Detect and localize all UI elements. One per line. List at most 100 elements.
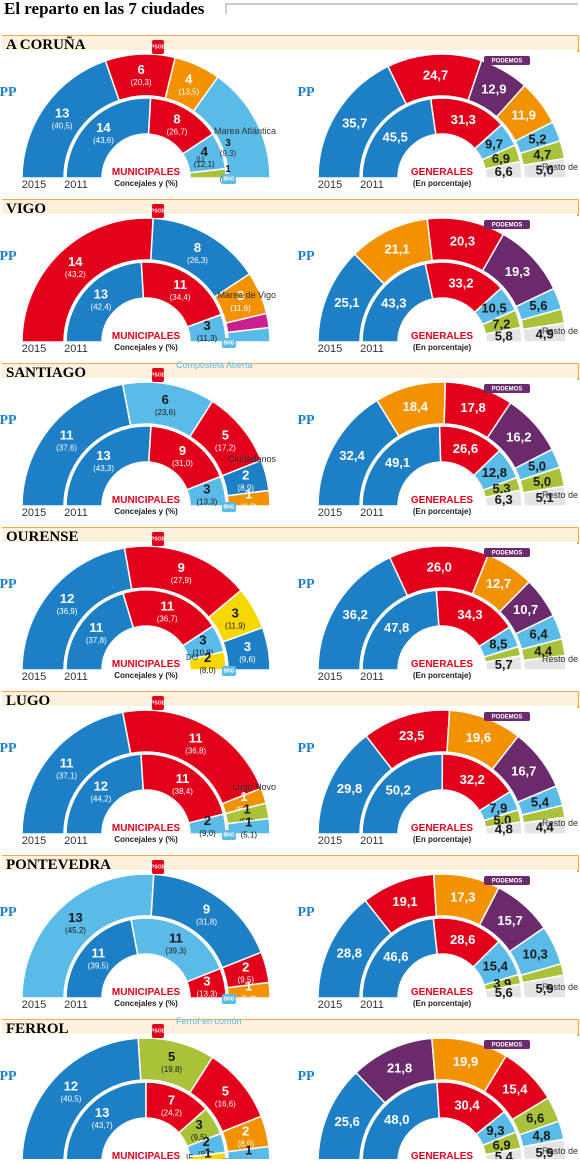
psoe-logo-text: PSOE — [151, 701, 166, 707]
generales-2011-value-pp: 46,6 — [383, 949, 408, 964]
municipales-2011-value-psoe: 11 — [176, 771, 190, 786]
psoe-logo-text: PSOE — [151, 865, 166, 871]
municipales-2011-pct-bng: (39,5) — [88, 961, 109, 970]
generales-2015-value-bng: 6,4 — [530, 627, 549, 642]
generales-title: GENERALES — [411, 495, 474, 506]
generales-2011-value-bng: 9,7 — [485, 137, 503, 152]
generales-2015-value-psoe: 17,8 — [460, 400, 485, 415]
generales-title: GENERALES — [411, 1151, 474, 1159]
municipales-title: MUNICIPALES — [112, 823, 180, 834]
municipales-2015-pct-bng: (5,1) — [241, 831, 258, 840]
year-2015: 2015 — [22, 671, 46, 683]
pp-logo: PP — [0, 577, 17, 592]
municipales-subtitle: Concejales y (%) — [114, 179, 178, 188]
municipales-2015-value-bng: 13 — [68, 910, 82, 925]
municipales-2011-pct-psoe: (38,4) — [172, 787, 193, 796]
generales-2015-value-iu: 5,0 — [533, 474, 551, 489]
generales-2011-value-psoe: 28,6 — [450, 932, 475, 947]
municipales-right-value: 3 — [225, 138, 231, 149]
generales-2011-value-resto: 5,7 — [495, 657, 513, 672]
generales-2015-value-pp: 28,8 — [337, 945, 362, 960]
municipales-2015-value-pp: 12 — [60, 591, 74, 606]
generales-2015-value-cs: 21,1 — [384, 242, 409, 257]
municipales-2011-value-bng: 11 — [91, 945, 105, 960]
generales-2015-value-cs: 18,4 — [403, 399, 429, 414]
municipales-2015-pct-psoe: (16,6) — [215, 1099, 236, 1108]
municipales-2015-pct-pp: (36,9) — [57, 607, 78, 616]
municipales-2011-value-pp: 11 — [169, 931, 183, 946]
municipales-2011-value-psoe: 7 — [168, 1092, 175, 1107]
podemos-logo-text: PODEMOS — [492, 715, 523, 721]
municipales-2011-pct-pp: (43,6) — [93, 136, 114, 145]
pp-logo: PP — [297, 577, 315, 592]
generales-title: GENERALES — [411, 823, 474, 834]
municipales-2015-pct-pp: (31,8) — [196, 918, 217, 927]
municipales-side-note: Marea Atlántica — [214, 126, 276, 136]
generales-2015-value-psoe: 26,0 — [427, 559, 452, 574]
generales-2015-value-psoe: 24,7 — [423, 68, 448, 83]
generales-title: GENERALES — [411, 659, 474, 670]
municipales-2015-pct-pp: (40,5) — [60, 1094, 81, 1103]
municipales-2015-pct-psoe: (43,2) — [65, 270, 86, 279]
municipales-2011-value-pp: 11 — [89, 620, 103, 635]
generales-2015-value-bng: 5,4 — [531, 794, 550, 809]
year-2011: 2011 — [64, 179, 88, 191]
municipales-2015-pct-pp: (37,1) — [56, 771, 77, 780]
year-2015: 2015 — [22, 507, 46, 519]
generales-2011-value-pp: 50,2 — [386, 782, 411, 797]
municipales-2015-value-psoe: 9 — [178, 560, 185, 575]
municipales-2015-pct-psoe: (20,3) — [131, 78, 152, 87]
city-name: VIGO — [6, 201, 46, 217]
generales-2015-value-pp: 32,4 — [339, 448, 365, 463]
municipales-2011-pct-bng: (11,3) — [197, 334, 218, 343]
year-2011: 2011 — [64, 343, 88, 355]
generales-2015-value-podemos: 15,7 — [497, 913, 522, 928]
city-name: A CORUÑA — [6, 35, 86, 53]
city-name: OURENSE — [6, 529, 79, 545]
title-bracket — [226, 4, 578, 14]
municipales-2011-value-do: 2 — [204, 650, 211, 665]
municipales-2015-value-psoe: 5 — [222, 427, 229, 442]
municipales-2011-value-pp: 12 — [94, 779, 108, 794]
municipales-subtitle: Concejales y (%) — [114, 671, 178, 680]
generales-year-2015: 2015 — [318, 671, 342, 683]
municipales-2015-pct-marea: (23,6) — [155, 408, 176, 417]
year-2015: 2015 — [22, 999, 46, 1011]
municipales-2011-value-psoe: 3 — [203, 973, 210, 988]
year-2011: 2011 — [64, 999, 88, 1011]
municipales-2015-value-pp: 11 — [60, 427, 74, 442]
municipales-2015-pct-cs: (6,3) — [241, 503, 258, 512]
city-panel-ourense: OURENSE12(36,9)9(27,9)3(11,9)3(9,6)11(37… — [0, 528, 580, 683]
generales-title: GENERALES — [411, 331, 474, 342]
municipales-right-value: 1 — [225, 164, 231, 175]
municipales-2015-value-ferrol: 5 — [168, 1049, 175, 1064]
municipales-2015-value-cs: 4 — [185, 71, 193, 86]
generales-2011-value-pp: 43,3 — [381, 295, 406, 310]
municipales-2011-pct-pp: (37,8) — [86, 636, 107, 645]
generales-2015-value-bng: 10,3 — [522, 946, 547, 961]
pp-logo: PP — [0, 249, 17, 264]
municipales-title: MUNICIPALES — [112, 495, 180, 506]
generales-2011-value-bng: 15,4 — [483, 958, 509, 973]
generales-2015-value-podemos: 10,7 — [513, 602, 538, 617]
generales-title: GENERALES — [411, 987, 474, 998]
municipales-2011-pct-psoe: (24,2) — [161, 1108, 182, 1117]
pp-logo: PP — [297, 905, 315, 920]
municipales-2015-value-pp: 12 — [64, 1078, 78, 1093]
generales-2011-value-psoe: 33,2 — [448, 275, 473, 290]
municipales-2011-pct-bng: (13,3) — [196, 497, 217, 506]
municipales-2011-pct-psoe: (31,0) — [172, 459, 193, 468]
municipales-2011-pct-pp: (43,7) — [92, 1121, 113, 1130]
municipales-subtitle: Concejales y (%) — [114, 507, 178, 516]
generales-2015-value-cs: 11,9 — [511, 108, 536, 123]
generales-2011-value-resto: 5,4 — [495, 1149, 514, 1159]
generales-title: GENERALES — [411, 167, 474, 178]
generales-2011-value-psoe: 31,3 — [451, 112, 476, 127]
city-header-band — [2, 36, 578, 50]
generales-year-2011: 2011 — [360, 835, 384, 847]
generales-2015-value-psoe: 19,1 — [392, 894, 417, 909]
pp-logo: PP — [297, 1069, 315, 1084]
psoe-logo-text: PSOE — [151, 373, 166, 379]
city-panel-vigo: VIGO14(43,2)8(26,3)3(11,6)13(42,4)11(34,… — [0, 200, 580, 355]
